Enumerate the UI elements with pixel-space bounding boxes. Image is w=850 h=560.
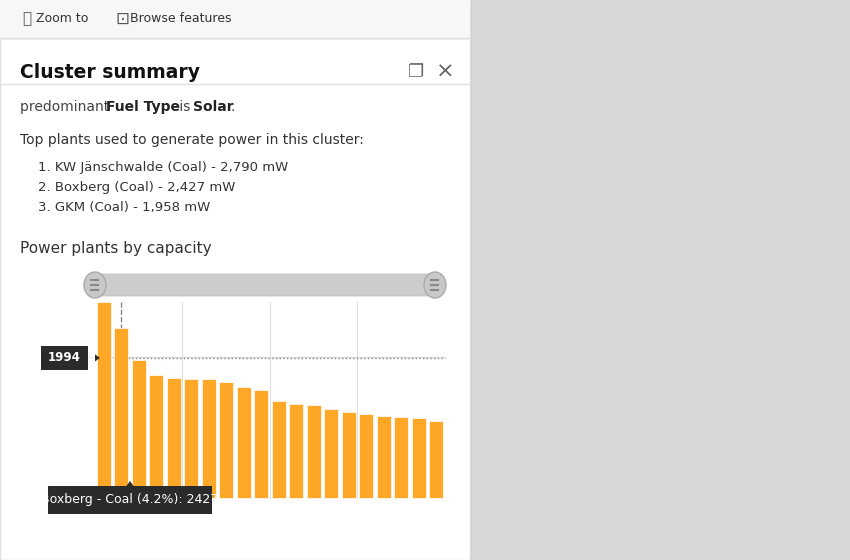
Bar [325, 409, 338, 498]
FancyArrow shape [87, 354, 100, 361]
Bar [429, 421, 443, 498]
Text: Power plants by capacity: Power plants by capacity [20, 240, 212, 255]
Text: ×: × [436, 62, 455, 82]
Text: predominant: predominant [20, 100, 114, 114]
Bar [237, 387, 251, 498]
Text: Zoom to: Zoom to [36, 12, 88, 26]
Text: 2,000: 2,000 [51, 351, 87, 364]
Bar [150, 375, 163, 498]
Bar [219, 382, 233, 498]
FancyBboxPatch shape [91, 274, 439, 296]
FancyBboxPatch shape [41, 346, 88, 370]
Text: 1994: 1994 [48, 352, 81, 365]
Bar [394, 417, 408, 498]
Text: ⌕: ⌕ [22, 12, 31, 26]
Text: Fuel Type: Fuel Type [106, 100, 180, 114]
Bar [272, 401, 286, 498]
Text: .: . [231, 100, 235, 114]
FancyBboxPatch shape [48, 486, 212, 514]
Text: Browse features: Browse features [130, 12, 231, 26]
Text: 2. Boxberg (Coal) - 2,427 mW: 2. Boxberg (Coal) - 2,427 mW [38, 181, 235, 194]
Bar [97, 302, 110, 498]
Bar [0, 0, 470, 560]
Bar [167, 378, 180, 498]
Bar [307, 405, 320, 498]
Bar [412, 418, 426, 498]
Text: is: is [175, 100, 195, 114]
Text: ⊡: ⊡ [115, 10, 129, 28]
Text: Solar: Solar [193, 100, 234, 114]
Bar [0, 0, 470, 38]
Bar [2, 2, 472, 560]
Bar [289, 404, 303, 498]
Text: 1. KW Jänschwalde (Coal) - 2,790 mW: 1. KW Jänschwalde (Coal) - 2,790 mW [38, 161, 288, 175]
Text: 3. GKM (Coal) - 1,958 mW: 3. GKM (Coal) - 1,958 mW [38, 202, 210, 214]
Ellipse shape [424, 272, 446, 298]
Bar [360, 414, 373, 498]
Bar [254, 390, 268, 498]
Bar [132, 361, 145, 498]
Bar [202, 379, 216, 498]
Bar [184, 379, 198, 498]
Text: Boxberg - Coal (4.2%): 2427: Boxberg - Coal (4.2%): 2427 [42, 493, 218, 506]
Bar [377, 416, 390, 498]
Text: ❐: ❐ [408, 63, 424, 81]
Polygon shape [125, 481, 135, 488]
Bar [342, 412, 355, 498]
Text: Cluster summary: Cluster summary [20, 63, 200, 82]
Text: Top plants used to generate power in this cluster:: Top plants used to generate power in thi… [20, 133, 364, 147]
Ellipse shape [84, 272, 106, 298]
Bar [115, 328, 128, 498]
